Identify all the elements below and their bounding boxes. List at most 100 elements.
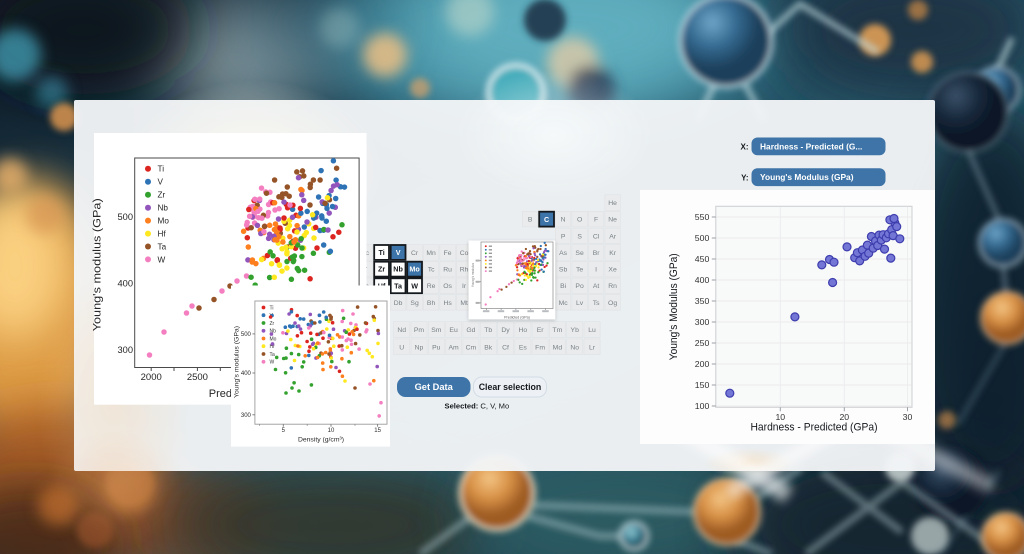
svg-text:400: 400: [241, 371, 252, 377]
svg-text:Sm: Sm: [431, 327, 442, 334]
svg-text:Am: Am: [448, 344, 459, 351]
svg-text:Ti: Ti: [158, 165, 165, 174]
svg-text:Ta: Ta: [270, 352, 276, 358]
svg-text:Ar: Ar: [609, 233, 617, 240]
svg-text:Nb: Nb: [393, 265, 403, 274]
svg-text:250: 250: [695, 338, 710, 348]
svg-text:Young's Modulus (GPa): Young's Modulus (GPa): [668, 253, 680, 360]
svg-text:200: 200: [695, 359, 710, 369]
svg-text:O: O: [577, 217, 582, 224]
svg-text:20: 20: [839, 412, 849, 422]
svg-text:2000: 2000: [141, 372, 162, 383]
svg-text:W: W: [158, 255, 166, 264]
svg-text:I: I: [595, 267, 597, 274]
svg-text:Eu: Eu: [449, 327, 458, 334]
svg-text:400: 400: [695, 275, 710, 285]
svg-text:Nb: Nb: [270, 329, 277, 335]
svg-text:Bh: Bh: [427, 300, 436, 307]
svg-text:Gd: Gd: [466, 327, 475, 334]
svg-text:10: 10: [775, 412, 785, 422]
svg-text:Young’s modulus: Young’s modulus: [471, 263, 475, 288]
svg-text:Ts: Ts: [593, 300, 600, 307]
svg-text:Ta: Ta: [394, 281, 403, 290]
svg-text:Mo: Mo: [158, 217, 170, 226]
svg-text:Cr: Cr: [411, 250, 419, 257]
svg-text:Os: Os: [443, 283, 452, 290]
svg-text:Ti: Ti: [270, 305, 274, 311]
svg-text:Re: Re: [427, 283, 436, 290]
svg-text:W: W: [270, 360, 275, 366]
svg-text:Md: Md: [553, 344, 563, 351]
svg-text:Co: Co: [460, 250, 469, 257]
svg-text:U: U: [399, 344, 404, 351]
svg-text:Er: Er: [537, 327, 545, 334]
svg-text:Ir: Ir: [462, 283, 467, 290]
svg-text:15: 15: [374, 428, 381, 434]
svg-text:Young's Modulus (GPa): Young's Modulus (GPa): [760, 172, 854, 182]
svg-text:Zr: Zr: [158, 191, 166, 200]
svg-text:C: C: [544, 215, 549, 224]
svg-text:550: 550: [695, 212, 710, 222]
svg-text:He: He: [608, 200, 617, 207]
svg-text:Bi: Bi: [560, 283, 567, 290]
svg-text:Pu: Pu: [432, 344, 441, 351]
svg-text:450: 450: [695, 254, 710, 264]
svg-text:Mt: Mt: [460, 300, 468, 307]
svg-text:Young's modulus (GPa): Young's modulus (GPa): [235, 326, 241, 398]
svg-text:400: 400: [117, 279, 133, 289]
svg-text:As: As: [559, 250, 568, 257]
svg-text:N: N: [561, 217, 566, 224]
svg-text:Tm: Tm: [552, 327, 562, 334]
svg-text:5: 5: [282, 428, 286, 434]
svg-text:Lr: Lr: [589, 344, 596, 351]
svg-text:Nb: Nb: [158, 204, 169, 213]
svg-text:V: V: [158, 178, 164, 187]
svg-text:300: 300: [241, 413, 252, 419]
svg-text:Kr: Kr: [609, 250, 617, 257]
svg-text:Ru: Ru: [443, 267, 452, 274]
svg-text:Pm: Pm: [414, 327, 425, 334]
svg-text:Cm: Cm: [466, 344, 477, 351]
svg-text:Mo: Mo: [409, 265, 420, 274]
svg-text:Lu: Lu: [588, 327, 596, 334]
svg-text:Og: Og: [608, 300, 617, 307]
svg-text:At: At: [593, 283, 600, 290]
svg-text:Tb: Tb: [484, 327, 492, 334]
svg-text:Hf: Hf: [158, 230, 167, 239]
svg-text:Ho: Ho: [518, 327, 527, 334]
svg-text:Bk: Bk: [484, 344, 493, 351]
svg-text:Zr: Zr: [378, 265, 385, 274]
svg-text:Po: Po: [575, 283, 584, 290]
svg-text:300: 300: [117, 345, 133, 355]
svg-text:Fe: Fe: [444, 250, 452, 257]
svg-text:X:: X:: [741, 143, 749, 152]
svg-text:Dy: Dy: [501, 327, 510, 334]
svg-text:W: W: [411, 281, 418, 290]
svg-text:Rn: Rn: [608, 283, 617, 290]
svg-text:500: 500: [241, 332, 252, 338]
svg-text:Sb: Sb: [559, 267, 568, 274]
svg-text:V: V: [396, 248, 401, 257]
svg-text:Zr: Zr: [270, 321, 275, 327]
svg-text:Tc: Tc: [428, 267, 435, 274]
svg-text:30: 30: [903, 412, 913, 422]
svg-text:Hardness - Predicted (GPa): Hardness - Predicted (GPa): [751, 422, 878, 434]
svg-text:Rh: Rh: [460, 267, 469, 274]
svg-text:Xe: Xe: [608, 267, 617, 274]
svg-text:500: 500: [695, 233, 710, 243]
svg-text:Sg: Sg: [410, 300, 419, 307]
svg-text:100: 100: [695, 401, 710, 411]
svg-text:Selected: C, V, Mo: Selected: C, V, Mo: [445, 401, 510, 410]
svg-text:B: B: [528, 217, 533, 224]
svg-text:Mn: Mn: [426, 250, 436, 257]
svg-text:10: 10: [328, 428, 335, 434]
svg-text:Hardness - Predicted (G...: Hardness - Predicted (G...: [760, 141, 862, 151]
svg-text:Cf: Cf: [502, 344, 509, 351]
svg-text:150: 150: [695, 380, 710, 390]
svg-text:F: F: [594, 217, 598, 224]
svg-text:Nd: Nd: [397, 327, 406, 334]
svg-text:Predicted (GPa): Predicted (GPa): [504, 315, 530, 319]
svg-text:Np: Np: [415, 344, 424, 351]
svg-text:Db: Db: [394, 300, 403, 307]
svg-text:500: 500: [117, 212, 133, 222]
